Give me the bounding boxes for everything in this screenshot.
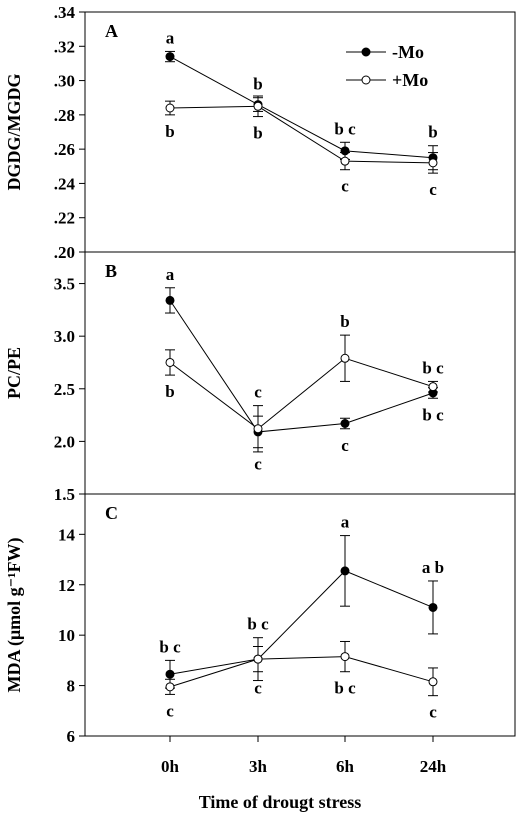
significance-label: c xyxy=(341,177,349,196)
data-point xyxy=(253,101,263,111)
y-tick-label: .24 xyxy=(54,174,76,193)
significance-label: b xyxy=(428,123,437,142)
significance-label: a xyxy=(166,265,175,284)
significance-label: b xyxy=(253,75,262,94)
y-tick-label: .32 xyxy=(54,37,75,56)
x-tick-labels: 0h 3h 6h 24h xyxy=(161,757,447,776)
panel-B-y-axis-title: PC/PE xyxy=(4,347,24,399)
legend-plus-label: +Mo xyxy=(392,70,428,90)
data-point xyxy=(253,424,263,434)
panel-B-letter: B xyxy=(105,261,117,281)
significance-label: b c xyxy=(334,679,356,698)
significance-label: c xyxy=(166,701,174,720)
data-point xyxy=(165,682,175,692)
significance-label: b c xyxy=(422,358,444,377)
series-line xyxy=(169,656,434,688)
y-tick-label: .22 xyxy=(54,209,75,228)
series-minus-panel-B: a c c b c xyxy=(165,265,444,474)
y-tick-label: 1.5 xyxy=(54,485,75,504)
data-point xyxy=(428,602,438,612)
data-point xyxy=(428,677,438,687)
data-point xyxy=(340,652,350,662)
y-tick-label: .20 xyxy=(54,243,75,262)
data-point xyxy=(340,353,350,363)
data-point xyxy=(428,382,438,392)
legend-minus-label: -Mo xyxy=(392,42,424,62)
x-tick-label: 24h xyxy=(420,757,447,776)
significance-label: a xyxy=(341,513,350,532)
y-tick-label: 3.0 xyxy=(54,327,75,346)
series-line xyxy=(169,300,434,433)
data-point xyxy=(340,566,350,576)
data-point xyxy=(428,158,438,168)
panel-A-letter: A xyxy=(105,21,118,41)
series-line xyxy=(169,357,434,430)
significance-label: b c xyxy=(247,615,269,634)
x-axis-title: Time of drougt stress xyxy=(199,792,362,812)
panel-B-frame xyxy=(84,251,516,495)
series-line xyxy=(169,105,434,164)
y-tick-label: 10 xyxy=(58,626,75,645)
data-point xyxy=(165,295,175,305)
panel-C-frame xyxy=(84,493,516,737)
significance-label: b xyxy=(253,124,262,143)
series-line xyxy=(169,570,434,675)
data-point xyxy=(340,419,350,429)
y-tick-label: 2.5 xyxy=(54,380,75,399)
x-tick-label: 6h xyxy=(336,757,355,776)
panel-A-frame xyxy=(84,11,516,253)
y-tick-label: 6 xyxy=(67,727,76,746)
significance-label: c xyxy=(254,383,262,402)
series-plus-panel-B: b c b b c xyxy=(165,312,444,453)
significance-label: b c xyxy=(422,405,444,424)
series-plus-panel-A: b b c c xyxy=(165,95,438,199)
significance-label: c xyxy=(429,180,437,199)
significance-label: b xyxy=(340,312,349,331)
series-plus-panel-C: c c b c c xyxy=(165,640,438,722)
panel-A-y-axis-title: DGDG/MGDG xyxy=(4,74,24,191)
significance-label: c xyxy=(254,679,262,698)
series-line xyxy=(169,56,434,159)
data-point xyxy=(165,52,175,62)
x-tick-label: 0h xyxy=(161,757,180,776)
significance-label: b xyxy=(165,382,174,401)
legend: -Mo +Mo xyxy=(346,42,428,90)
series-minus-panel-C: b c b c a a b xyxy=(159,513,444,689)
data-point xyxy=(165,103,175,113)
x-tick-label: 3h xyxy=(249,757,268,776)
legend-plus-marker xyxy=(361,75,371,85)
y-tick-label: 3.5 xyxy=(54,275,75,294)
significance-label: c xyxy=(254,455,262,474)
panel-B: B 1.5 2.0 2.5 3.0 3.5 PC/PE a c c b c b c b b c xyxy=(4,251,516,504)
panel-C-letter: C xyxy=(105,503,118,523)
y-tick-label: 8 xyxy=(67,677,76,696)
significance-label: a xyxy=(166,28,175,47)
y-tick-label: .26 xyxy=(54,140,75,159)
panel-C-y-axis-title: MDA (μmol g⁻¹FW) xyxy=(4,537,25,692)
significance-label: b c xyxy=(334,119,356,138)
data-point xyxy=(165,357,175,367)
data-point xyxy=(340,156,350,166)
y-tick-label: 2.0 xyxy=(54,432,75,451)
significance-label: c xyxy=(341,436,349,455)
significance-label: b xyxy=(165,122,174,141)
legend-minus-marker xyxy=(361,47,371,57)
significance-label: b c xyxy=(159,637,181,656)
y-tick-label: .30 xyxy=(54,72,75,91)
significance-label: c xyxy=(429,703,437,722)
data-point xyxy=(165,669,175,679)
y-tick-label: .34 xyxy=(54,3,76,22)
data-point xyxy=(253,654,263,664)
y-tick-label: 14 xyxy=(58,525,76,544)
significance-label: a b xyxy=(422,558,444,577)
y-tick-label: .28 xyxy=(54,106,75,125)
y-tick-label: 12 xyxy=(58,576,75,595)
